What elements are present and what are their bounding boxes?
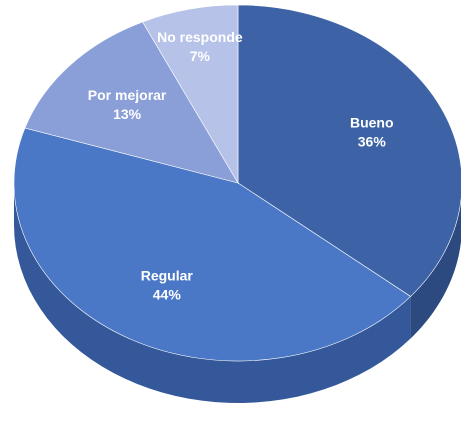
slice-label: Por mejorar <box>88 87 167 103</box>
slice-value-label: 7% <box>190 48 211 64</box>
slice <box>13 127 412 362</box>
slice-side <box>410 199 461 339</box>
slice <box>24 21 239 184</box>
slice-value-label: 36% <box>358 134 387 150</box>
slice-label: No responde <box>157 29 243 45</box>
slice-label: Regular <box>141 268 194 284</box>
slice-side <box>14 183 411 403</box>
slice <box>237 4 461 297</box>
slice-label: Bueno <box>350 115 394 131</box>
slice-value-label: 13% <box>113 106 142 122</box>
slice <box>142 4 239 185</box>
slice-value-label: 44% <box>153 287 182 303</box>
